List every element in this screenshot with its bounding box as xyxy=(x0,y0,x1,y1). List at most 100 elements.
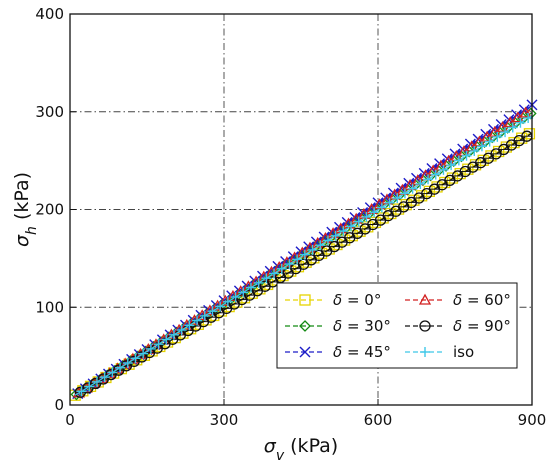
data-point xyxy=(238,287,249,298)
y-axis-symbol: σ xyxy=(11,234,33,247)
y-tick-label: 400 xyxy=(35,5,64,23)
data-point xyxy=(253,277,264,288)
data-point xyxy=(423,174,434,185)
data-point xyxy=(76,386,87,397)
data-point xyxy=(353,216,364,227)
data-point xyxy=(176,325,187,336)
data-point xyxy=(299,249,310,260)
legend-item: δ = 90° xyxy=(405,317,511,335)
x-axis-symbol: σ xyxy=(264,435,277,457)
legend-marker xyxy=(299,346,311,358)
data-point xyxy=(91,376,102,387)
x-axis-subscript: v xyxy=(276,448,285,463)
data-point xyxy=(207,306,218,317)
data-point xyxy=(184,320,195,331)
data-point xyxy=(346,221,357,232)
legend-marker xyxy=(418,293,432,305)
data-point xyxy=(484,136,495,147)
x-axis-unit: (kPa) xyxy=(284,435,338,457)
data-point xyxy=(276,263,287,274)
series-layer xyxy=(69,99,538,401)
legend-item: δ = 30° xyxy=(285,317,391,335)
legend-item: δ = 60° xyxy=(405,291,511,309)
data-point xyxy=(269,268,280,279)
data-point xyxy=(399,188,410,199)
data-point xyxy=(361,211,372,222)
y-axis-subscript: h xyxy=(24,226,40,235)
data-point xyxy=(315,240,326,251)
x-tick-label: 900 xyxy=(518,411,547,429)
data-point xyxy=(369,207,380,218)
x-axis-label: σv (kPa) xyxy=(264,435,338,463)
legend-marker xyxy=(420,347,430,357)
y-axis-label: σh (kPa) xyxy=(11,172,40,247)
legend-label: δ = 0° xyxy=(333,291,381,309)
legend-item: δ = 45° xyxy=(285,343,391,361)
data-point xyxy=(492,131,503,142)
legend-label: δ = 60° xyxy=(453,291,511,309)
data-point xyxy=(230,292,241,303)
x-tick-label: 300 xyxy=(210,411,239,429)
data-point xyxy=(122,358,133,369)
data-point xyxy=(446,160,457,171)
y-axis-unit: (kPa) xyxy=(11,172,33,226)
y-tick-label: 300 xyxy=(35,103,64,121)
series-4 xyxy=(74,130,533,398)
legend-marker xyxy=(299,320,311,332)
legend-label: δ = 30° xyxy=(333,317,391,335)
data-point xyxy=(107,367,118,378)
data-point xyxy=(168,329,179,340)
data-point xyxy=(245,282,256,293)
data-point xyxy=(438,164,449,175)
data-point xyxy=(192,315,203,326)
data-point xyxy=(469,145,480,156)
data-point xyxy=(84,381,95,392)
data-point xyxy=(461,150,472,161)
data-point xyxy=(222,296,233,307)
legend-marker xyxy=(419,320,431,332)
data-point xyxy=(376,202,387,213)
data-point xyxy=(407,183,418,194)
y-tick-label: 0 xyxy=(54,396,64,414)
data-point xyxy=(507,122,518,133)
series-5 xyxy=(74,113,534,397)
data-point xyxy=(476,141,487,152)
y-tick-label: 200 xyxy=(35,201,64,219)
data-point xyxy=(415,178,426,189)
data-point xyxy=(115,362,126,373)
x-tick-label: 600 xyxy=(364,411,393,429)
y-tick-label: 100 xyxy=(35,298,64,316)
data-point xyxy=(138,348,149,359)
legend-label: δ = 45° xyxy=(333,343,391,361)
data-point xyxy=(392,193,403,204)
data-point xyxy=(145,343,156,354)
data-point xyxy=(322,235,333,246)
data-point xyxy=(199,310,210,321)
data-point xyxy=(161,334,172,345)
data-point xyxy=(430,169,441,180)
data-point xyxy=(500,127,511,138)
data-point xyxy=(292,254,303,265)
data-point xyxy=(338,226,349,237)
legend-item: δ = 0° xyxy=(285,291,381,309)
data-point xyxy=(153,339,164,350)
data-point xyxy=(453,155,464,166)
data-point xyxy=(515,117,526,128)
ticks: 0 300 600 900 0 100 200 300 400 xyxy=(35,5,546,429)
data-point xyxy=(130,353,141,364)
data-point xyxy=(523,128,536,140)
legend-marker xyxy=(299,294,311,306)
legend: δ = 0° δ = 30° δ = 45° δ = 60° δ = 90° iso xyxy=(276,282,518,369)
legend-label: δ = 90° xyxy=(453,317,511,335)
data-point xyxy=(307,244,318,255)
data-point xyxy=(215,301,226,312)
data-point xyxy=(284,259,295,270)
data-point xyxy=(99,372,110,383)
legend-item: iso xyxy=(405,343,474,361)
legend-label: iso xyxy=(453,343,474,361)
x-tick-label: 0 xyxy=(65,411,75,429)
data-point xyxy=(261,273,272,284)
data-point xyxy=(519,106,532,118)
data-point xyxy=(330,230,341,241)
